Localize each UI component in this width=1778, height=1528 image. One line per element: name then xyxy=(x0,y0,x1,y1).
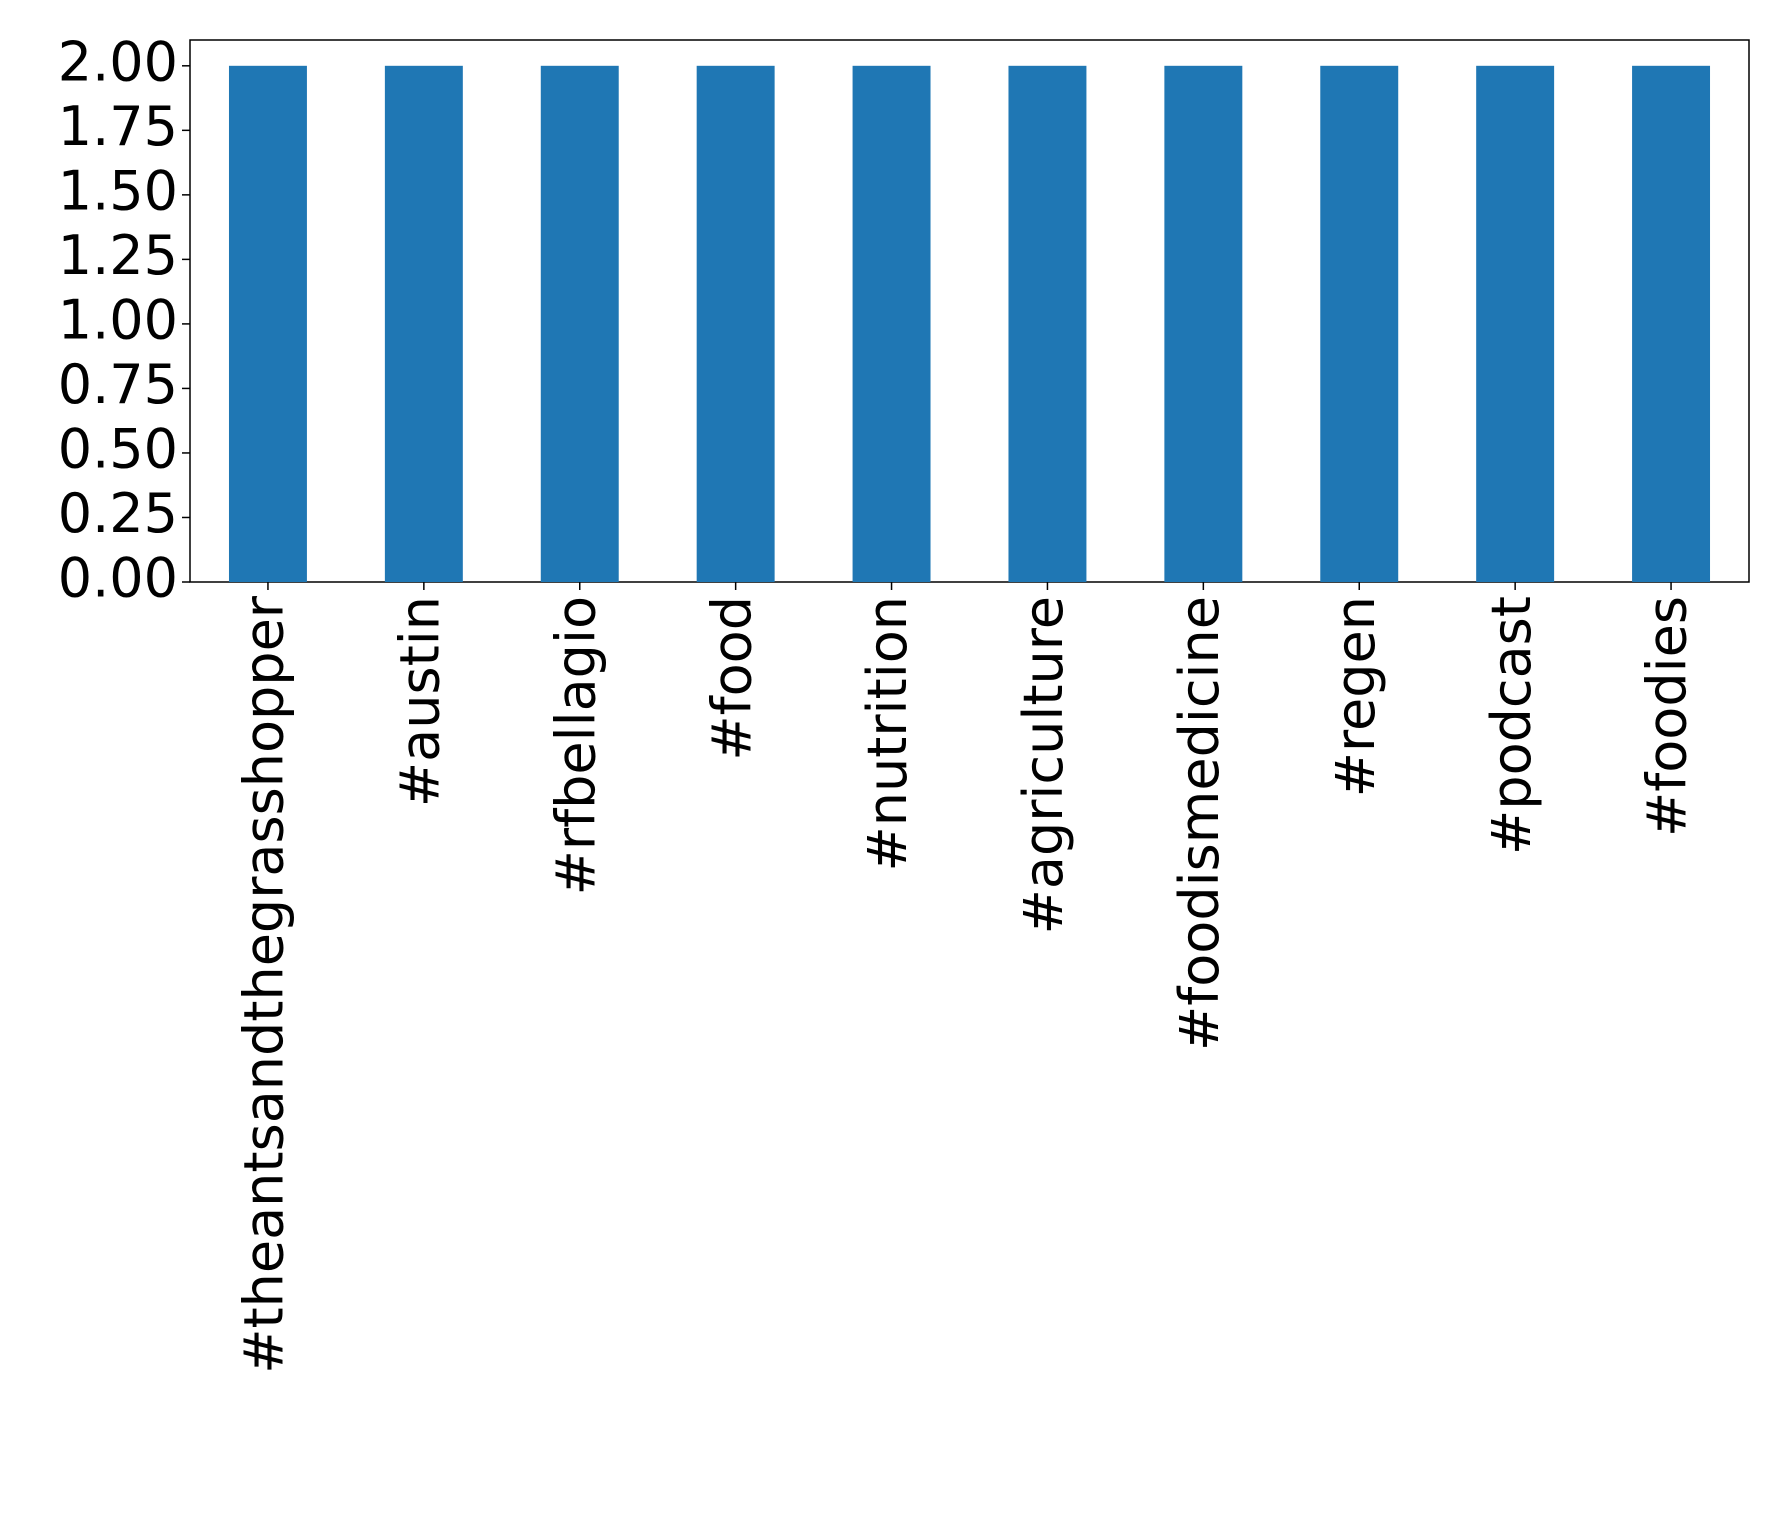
bar xyxy=(852,65,931,583)
x-tick-label: #theantsandthegrasshopper xyxy=(233,595,296,1374)
bar xyxy=(1476,65,1555,583)
x-tick-label: #regen xyxy=(1324,596,1387,797)
bar xyxy=(1164,65,1243,583)
y-tick-label: 1.50 xyxy=(58,159,178,222)
y-tick-label: 2.00 xyxy=(58,30,178,93)
bar xyxy=(696,65,775,583)
y-tick-label: 0.00 xyxy=(58,547,178,610)
y-tick-label: 0.25 xyxy=(58,482,178,545)
y-tick-label: 1.00 xyxy=(58,289,178,352)
x-tick-label: #nutrition xyxy=(856,596,919,872)
x-tick-label: #podcast xyxy=(1480,596,1543,855)
y-tick-label: 0.50 xyxy=(58,418,178,481)
x-tick-label: #foodies xyxy=(1636,596,1699,837)
x-tick-label: #agriculture xyxy=(1012,596,1075,934)
y-tick-label: 0.75 xyxy=(58,353,178,416)
x-tick-label: #rfbellagio xyxy=(544,596,607,895)
bar xyxy=(540,65,619,583)
x-tick-label: #austin xyxy=(388,596,451,807)
bar xyxy=(1320,65,1399,583)
x-tick-label: #food xyxy=(700,596,763,761)
bar xyxy=(384,65,463,583)
plot-frame xyxy=(189,39,1750,583)
y-tick-label: 1.25 xyxy=(58,224,178,287)
bar xyxy=(1008,65,1087,583)
x-tick-label: #foodismedicine xyxy=(1168,596,1231,1051)
bar xyxy=(228,65,307,583)
y-tick-label: 1.75 xyxy=(58,95,178,158)
bar xyxy=(1632,65,1711,583)
